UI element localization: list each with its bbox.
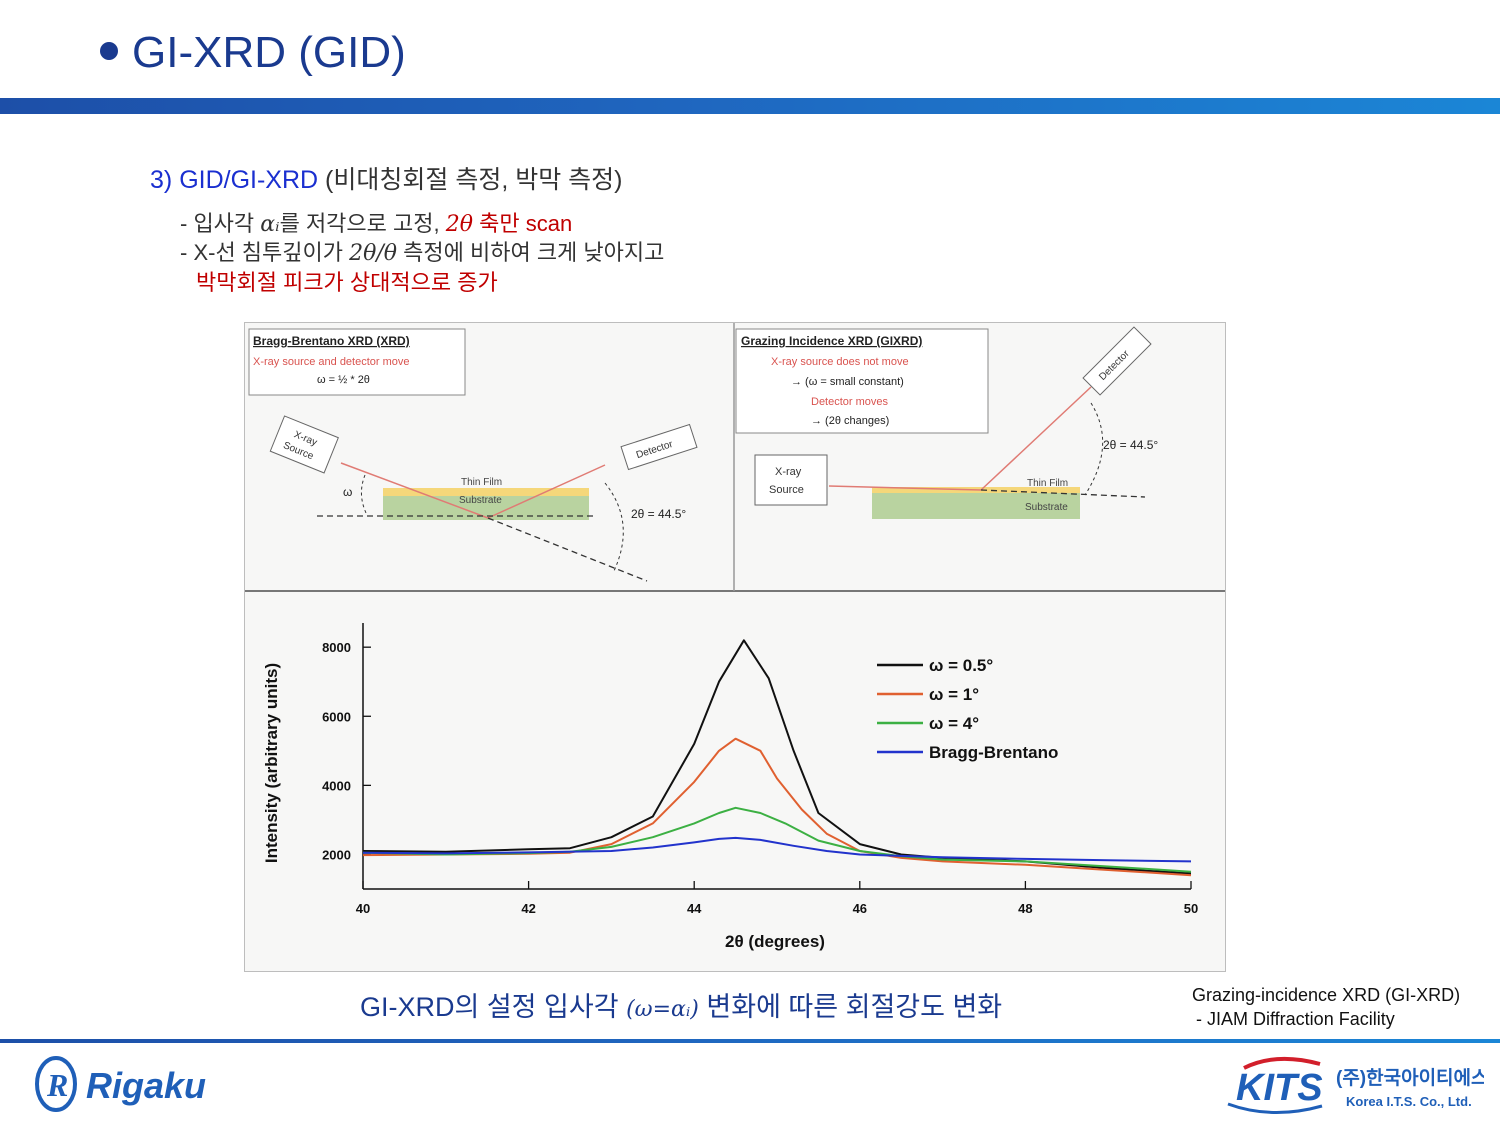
bb-extension-line xyxy=(487,517,648,582)
bb-detector: Detector xyxy=(620,423,698,471)
x-tick-label: 46 xyxy=(853,901,867,916)
x-tick-label: 40 xyxy=(356,901,370,916)
gi-2theta-arc xyxy=(1084,402,1104,496)
bb-2theta-arc xyxy=(604,482,624,574)
heading-label: GID/GI-XRD xyxy=(179,166,319,194)
bb-thin-film-label: Thin Film xyxy=(461,477,502,488)
bb-incident-beam xyxy=(340,462,489,519)
figure-panel: Bragg-Brentano XRD (XRD) X-ray source an… xyxy=(244,322,1226,972)
bb-diffracted-beam xyxy=(487,464,606,519)
gi-detector: Detector xyxy=(1082,326,1152,396)
footer-divider-bar xyxy=(0,1039,1500,1043)
section-heading: 3) GID/GI-XRD (비대칭회절 측정, 박막 측정) xyxy=(150,160,622,196)
gi-diffracted-beam xyxy=(980,386,1092,491)
bb-formula: ω = ½ * 2θ xyxy=(317,374,370,386)
bb-omega-arc xyxy=(361,474,368,516)
legend-label: ω = 1° xyxy=(929,685,979,704)
bb-omega-label: ω xyxy=(343,485,352,499)
slide-title: GI-XRD (GID) xyxy=(100,28,406,78)
series-line xyxy=(362,639,1192,875)
gi-title: Grazing Incidence XRD (GIXRD) xyxy=(741,334,922,348)
rigaku-logo: R Rigaku xyxy=(35,1056,206,1112)
reference-line-1: Grazing-incidence XRD (GI-XRD) xyxy=(1192,985,1461,1005)
bullet-1: - 입사각 αᵢ를 저각으로 고정, 2θ 축만 scan xyxy=(180,211,573,237)
bullet-3: 박막회절 피크가 상대적으로 증가 xyxy=(196,270,498,295)
header-divider-bar xyxy=(0,98,1500,114)
heading-rest: (비대칭회절 측정, 박막 측정) xyxy=(325,166,623,194)
gi-extension-line xyxy=(980,489,1146,498)
y-tick-label: 6000 xyxy=(322,709,351,724)
bb-legend-box xyxy=(248,328,466,396)
x-axis-label: 2θ (degrees) xyxy=(725,932,825,951)
gi-line1: X-ray source does not move xyxy=(771,356,909,368)
y-tick-label: 8000 xyxy=(322,640,351,655)
gi-incident-beam xyxy=(828,485,982,491)
kits-logo: KITS (주)한국아이티에스 Korea I.T.S. Co., Ltd. xyxy=(1227,1056,1484,1114)
figure-svg: Bragg-Brentano XRD (XRD) X-ray source an… xyxy=(245,323,1225,951)
bb-title: Bragg-Brentano XRD (XRD) xyxy=(253,334,410,348)
series-line xyxy=(362,836,1192,863)
x-tick-label: 42 xyxy=(521,901,535,916)
y-tick-label: 2000 xyxy=(322,847,351,862)
gi-thin-film-label: Thin Film xyxy=(1027,478,1068,489)
kits-swoosh-icon xyxy=(1243,1056,1321,1070)
y-axis-label: Intensity (arbitrary units) xyxy=(262,663,281,863)
x-tick-label: 50 xyxy=(1184,901,1198,916)
bb-subtitle: X-ray source and detector move xyxy=(253,356,410,368)
legend-label: Bragg-Brentano xyxy=(929,743,1058,762)
y-tick-label: 4000 xyxy=(322,778,351,793)
gi-line3: Detector moves xyxy=(811,396,889,408)
x-tick-label: 48 xyxy=(1018,901,1032,916)
kits-wordmark: KITS xyxy=(1236,1067,1323,1109)
gi-line4: → (2θ changes) xyxy=(811,415,889,427)
gi-substrate-label: Substrate xyxy=(1025,502,1068,513)
svg-text:R: R xyxy=(46,1067,68,1103)
series-line xyxy=(362,806,1192,873)
legend-label: ω = 4° xyxy=(929,714,979,733)
svg-text:Source: Source xyxy=(769,484,804,496)
legend-label: ω = 0.5° xyxy=(929,656,993,675)
bb-thin-film xyxy=(383,488,589,496)
gi-xray-source: X-ray Source xyxy=(754,454,828,506)
bragg-brentano-diagram: Bragg-Brentano XRD (XRD) X-ray source an… xyxy=(248,328,698,582)
gi-line2: → (ω = small constant) xyxy=(791,376,904,388)
intensity-chart: 2θ (degrees) Intensity (arbitrary units)… xyxy=(262,623,1198,951)
gi-legend-box xyxy=(735,328,989,434)
rigaku-emblem-icon xyxy=(35,1056,77,1112)
bb-substrate-label: Substrate xyxy=(459,495,502,506)
reference-line-2: - JIAM Diffraction Facility xyxy=(1196,1009,1395,1029)
bullet-2: - X-선 침투깊이가 2θ/θ 측정에 비하여 크게 낮아지고 xyxy=(180,240,665,266)
gi-angle-label: 2θ = 44.5° xyxy=(1103,438,1158,452)
kits-korean-name: (주)한국아이티에스 xyxy=(1336,1067,1484,1089)
kits-english-name: Korea I.T.S. Co., Ltd. xyxy=(1346,1094,1472,1109)
figure-caption: GI-XRD의 설정 입사각 (ω=αᵢ) 변화에 따른 회절강도 변화 xyxy=(360,992,1003,1022)
heading-number: 3) xyxy=(150,166,173,194)
bb-angle-label: 2θ = 44.5° xyxy=(631,507,686,521)
rigaku-wordmark: Rigaku xyxy=(86,1065,206,1106)
gixrd-diagram: Grazing Incidence XRD (GIXRD) X-ray sour… xyxy=(735,326,1158,519)
bb-xray-source: X-ray Source xyxy=(269,415,339,474)
x-tick-label: 44 xyxy=(687,901,702,916)
bullet-dot-icon xyxy=(100,42,118,61)
svg-text:X-ray: X-ray xyxy=(775,466,802,478)
gi-substrate xyxy=(872,493,1080,519)
